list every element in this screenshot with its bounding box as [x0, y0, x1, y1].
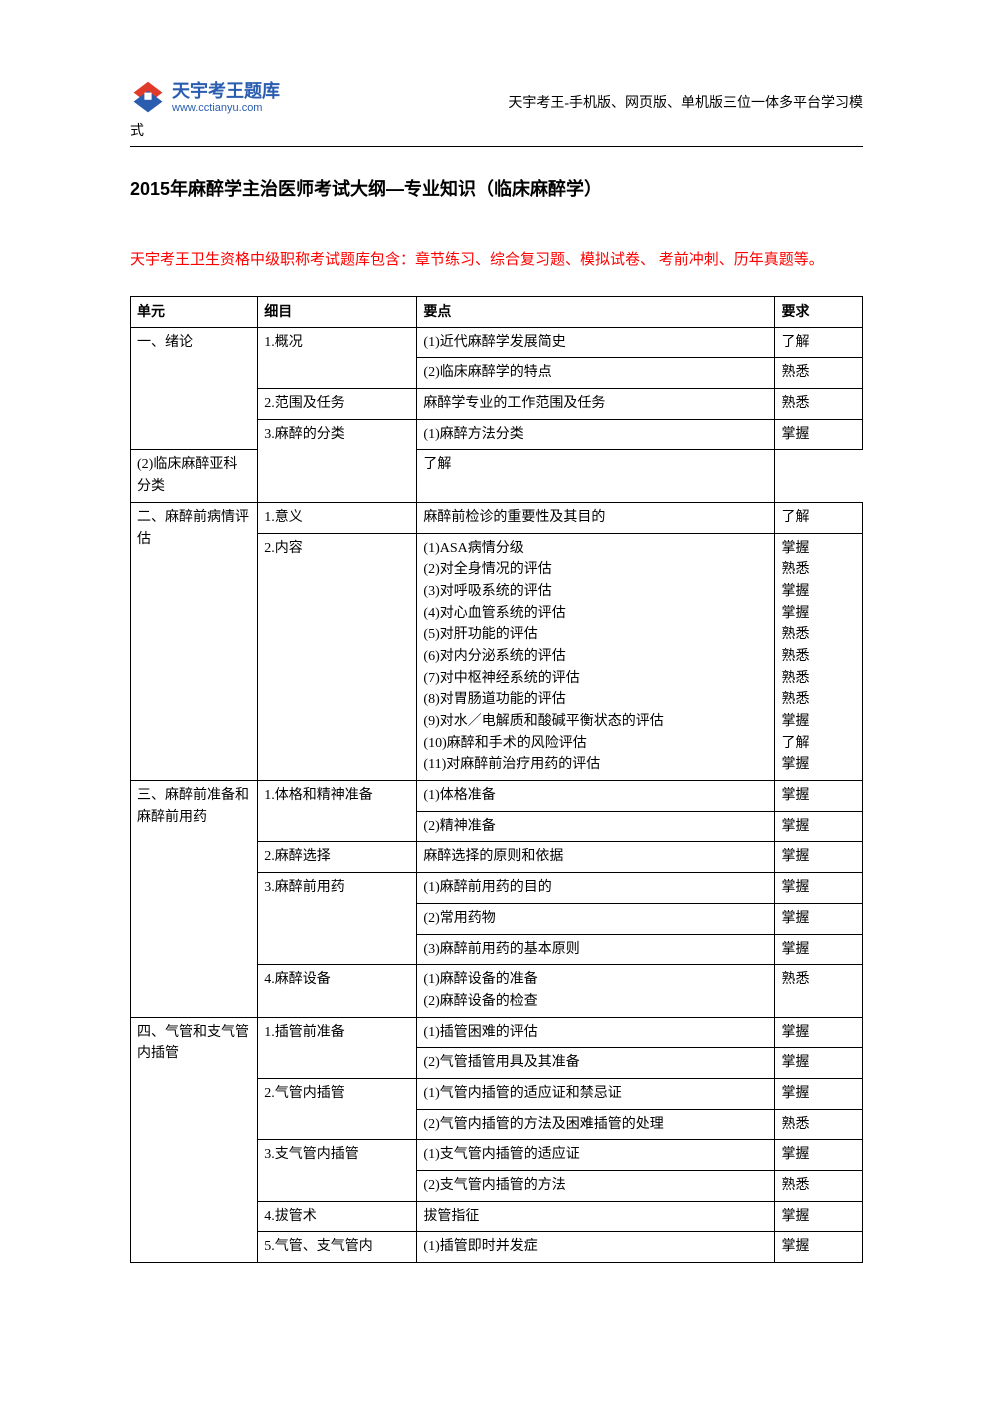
cell-point: 麻醉学专业的工作范围及任务 [417, 389, 775, 420]
cell-point: (2)精神准备 [417, 811, 775, 842]
cell-sub: 3.麻醉前用药 [258, 873, 417, 965]
cell-point: (2)临床麻醉亚科分类 [131, 450, 258, 502]
cell-req: 掌握 [775, 811, 863, 842]
cell-point: (2)临床麻醉学的特点 [417, 358, 775, 389]
cell-point: 麻醉选择的原则和依据 [417, 842, 775, 873]
col-header-unit: 单元 [131, 297, 258, 328]
cell-req: 掌握 [775, 903, 863, 934]
cell-point: (1)近代麻醉学发展简史 [417, 327, 775, 358]
cell-req: 掌握 [775, 934, 863, 965]
cell-point: (1)插管即时并发症 [417, 1232, 775, 1263]
cell-req: 了解 [775, 327, 863, 358]
table-row: 二、麻醉前病情评估1.意义麻醉前检诊的重要性及其目的了解 [131, 502, 863, 533]
intro-text: 天宇考王卫生资格中级职称考试题库包含：章节练习、综合复习题、模拟试卷、 考前冲刺… [130, 247, 863, 274]
cell-point: (2)气管插管用具及其准备 [417, 1048, 775, 1079]
logo-icon [130, 80, 166, 116]
cell-point: (3)麻醉前用药的基本原则 [417, 934, 775, 965]
cell-point: (1)气管内插管的适应证和禁忌证 [417, 1078, 775, 1109]
cell-sub: 3.麻醉的分类 [258, 419, 417, 502]
table-row: 四、气管和支气管内插管1.插管前准备(1)插管困难的评估掌握 [131, 1017, 863, 1048]
table-header-row: 单元 细目 要点 要求 [131, 297, 863, 328]
cell-point: (1)ASA病情分级(2)对全身情况的评估(3)对呼吸系统的评估(4)对心血管系… [417, 533, 775, 781]
cell-req: 掌握 [775, 1078, 863, 1109]
table-row: 三、麻醉前准备和麻醉前用药1.体格和精神准备(1)体格准备掌握 [131, 781, 863, 812]
header-divider [130, 146, 863, 147]
cell-point: (2)气管内插管的方法及困难插管的处理 [417, 1109, 775, 1140]
cell-sub: 4.麻醉设备 [258, 965, 417, 1017]
syllabus-table: 单元 细目 要点 要求 一、绪论1.概况(1)近代麻醉学发展简史了解(2)临床麻… [130, 296, 863, 1263]
cell-req: 掌握 [775, 1048, 863, 1079]
cell-point: (1)麻醉方法分类 [417, 419, 775, 450]
table-row: (2)临床麻醉亚科分类 了解 [131, 450, 863, 502]
cell-sub: 2.范围及任务 [258, 389, 417, 420]
cell-req: 熟悉 [775, 358, 863, 389]
cell-sub: 1.体格和精神准备 [258, 781, 417, 842]
cell-point: (1)支气管内插管的适应证 [417, 1140, 775, 1171]
header-right-text: 天宇考王-手机版、网页版、单机版三位一体多平台学习模 [508, 80, 863, 112]
cell-unit: 四、气管和支气管内插管 [131, 1017, 258, 1263]
col-header-sub: 细目 [258, 297, 417, 328]
cell-unit: 二、麻醉前病情评估 [131, 502, 258, 780]
cell-point: (2)支气管内插管的方法 [417, 1171, 775, 1202]
cell-req: 掌握熟悉掌握掌握熟悉熟悉熟悉熟悉掌握了解掌握 [775, 533, 863, 781]
cell-req: 掌握 [775, 842, 863, 873]
cell-req: 熟悉 [775, 1109, 863, 1140]
page-title: 2015年麻醉学主治医师考试大纲—专业知识（临床麻醉学） [130, 175, 863, 201]
cell-point: (1)麻醉前用药的目的 [417, 873, 775, 904]
cell-req: 了解 [775, 502, 863, 533]
cell-point: (1)麻醉设备的准备(2)麻醉设备的检查 [417, 965, 775, 1017]
cell-unit: 三、麻醉前准备和麻醉前用药 [131, 781, 258, 1018]
cell-req: 掌握 [775, 1232, 863, 1263]
logo-text-url: www.cctianyu.com [172, 102, 280, 114]
cell-point: (2)常用药物 [417, 903, 775, 934]
cell-sub: 1.概况 [258, 327, 417, 388]
cell-sub: 2.气管内插管 [258, 1078, 417, 1139]
cell-point: (1)插管困难的评估 [417, 1017, 775, 1048]
cell-sub: 2.麻醉选择 [258, 842, 417, 873]
col-header-point: 要点 [417, 297, 775, 328]
cell-sub: 1.插管前准备 [258, 1017, 417, 1078]
cell-req: 掌握 [775, 781, 863, 812]
cell-req: 熟悉 [775, 389, 863, 420]
logo: 天宇考王题库 www.cctianyu.com [130, 80, 280, 116]
cell-unit: 一、绪论 [131, 327, 258, 450]
cell-req: 熟悉 [775, 1171, 863, 1202]
col-header-req: 要求 [775, 297, 863, 328]
cell-req: 掌握 [775, 419, 863, 450]
cell-sub: 5.气管、支气管内 [258, 1232, 417, 1263]
cell-sub: 1.意义 [258, 502, 417, 533]
cell-point: 麻醉前检诊的重要性及其目的 [417, 502, 775, 533]
cell-req: 熟悉 [775, 965, 863, 1017]
cell-point: 拔管指征 [417, 1201, 775, 1232]
table-row: 一、绪论1.概况(1)近代麻醉学发展简史了解 [131, 327, 863, 358]
header-suffix: 式 [130, 120, 863, 140]
cell-req: 掌握 [775, 873, 863, 904]
cell-req: 了解 [417, 450, 775, 502]
cell-req: 掌握 [775, 1201, 863, 1232]
cell-sub: 4.拔管术 [258, 1201, 417, 1232]
cell-sub: 2.内容 [258, 533, 417, 781]
logo-text-cn: 天宇考王题库 [172, 82, 280, 102]
cell-req: 掌握 [775, 1017, 863, 1048]
cell-sub: 3.支气管内插管 [258, 1140, 417, 1201]
cell-req: 掌握 [775, 1140, 863, 1171]
cell-point: (1)体格准备 [417, 781, 775, 812]
